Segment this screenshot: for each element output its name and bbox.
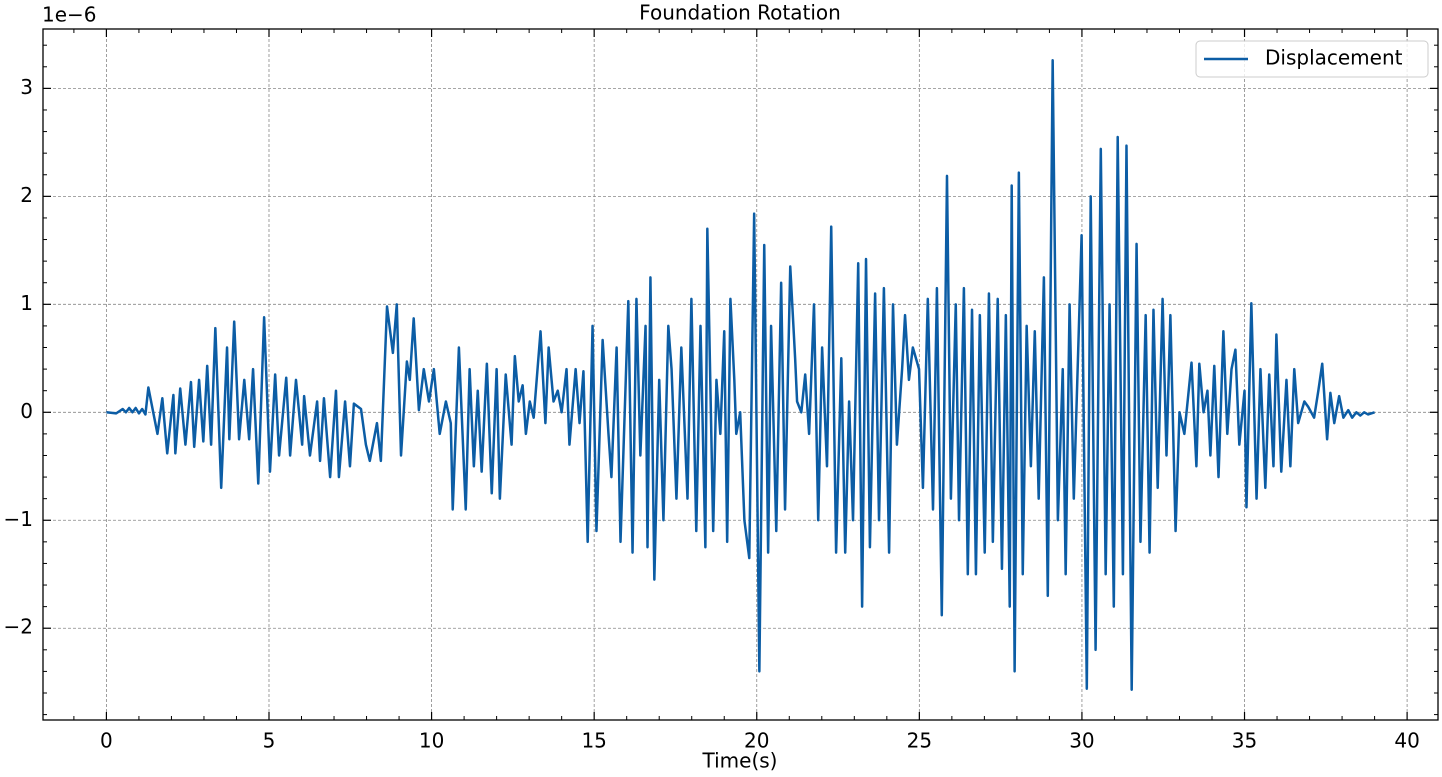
x-tick-label: 5 <box>263 729 276 753</box>
x-tick-label: 40 <box>1394 729 1419 753</box>
x-tick-label: 10 <box>419 729 444 753</box>
x-axis-label: Time(s) <box>702 749 778 773</box>
plot-frame <box>42 28 1439 721</box>
y-offset-text: 1e−6 <box>42 3 97 27</box>
data-line <box>106 59 1375 692</box>
chart-title: Foundation Rotation <box>639 1 841 25</box>
y-tick-label: −1 <box>4 507 33 531</box>
y-tick-label: 3 <box>20 75 33 99</box>
x-tick-label: 35 <box>1232 729 1257 753</box>
y-tick-label: 1 <box>20 291 33 315</box>
x-tick-label: 25 <box>907 729 932 753</box>
y-tick-label: 2 <box>20 183 33 207</box>
x-tick-label: 30 <box>1069 729 1094 753</box>
legend-box <box>1195 40 1429 78</box>
x-tick-label: 0 <box>100 729 113 753</box>
legend: Displacement <box>1195 40 1429 78</box>
legend-label: Displacement <box>1265 46 1403 70</box>
y-tick-label: 0 <box>20 399 33 423</box>
x-tick-label: 20 <box>744 729 769 753</box>
x-tick-label: 15 <box>581 729 606 753</box>
y-tick-label: −2 <box>4 615 33 639</box>
